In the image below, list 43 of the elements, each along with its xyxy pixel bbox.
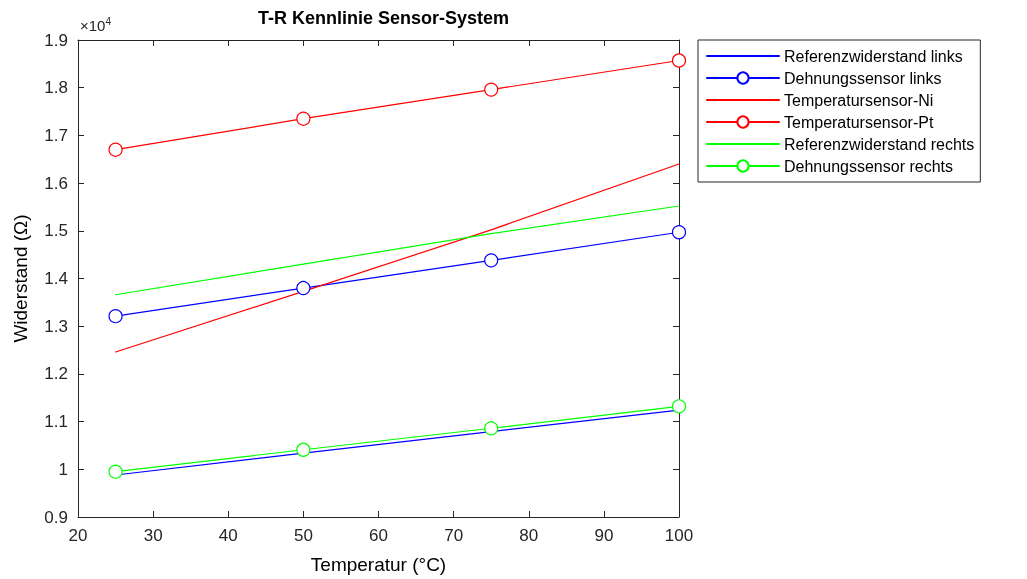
legend-label: Referenzwiderstand rechts [784, 135, 975, 153]
y-tick-label: 1.5 [44, 221, 68, 241]
y-tick-label: 1.3 [44, 316, 68, 336]
y-axis-title: Widerstand (Ω) [10, 214, 31, 343]
legend-label: Dehnungssensor links [784, 69, 942, 87]
x-tick-label: 90 [594, 526, 614, 545]
point [671, 399, 687, 414]
point [108, 142, 123, 157]
point [108, 309, 123, 324]
y-tick-label: 1.9 [44, 30, 68, 50]
y-tick-label: 1.8 [44, 78, 68, 98]
y-tick-label: 1.4 [44, 269, 68, 288]
legend-label: Temperatursensor-Ni [784, 91, 934, 109]
point [108, 464, 123, 479]
y-tick-label: 0.9 [44, 507, 68, 527]
point [296, 111, 311, 126]
x-axis-title: Temperatur (°C) [310, 554, 447, 575]
point [671, 53, 687, 68]
y-tick-label: 1.1 [44, 412, 68, 432]
x-tick-label: 50 [293, 526, 313, 545]
x-tick-label: 20 [68, 526, 88, 545]
y-tick-label: 1 [58, 459, 68, 479]
legend-label: Dehnungssensor rechts [784, 157, 953, 175]
point [484, 82, 499, 97]
x-tick-label: 40 [218, 526, 238, 545]
point [484, 421, 499, 436]
y-tick-label: 1.7 [44, 125, 68, 145]
x-tick-label: 100 [664, 526, 694, 545]
x-tick-label: 30 [143, 526, 163, 545]
x-tick-label: 60 [369, 526, 388, 545]
x-tick-label: 80 [519, 526, 539, 545]
legend-label: Temperatursensor-Pt [784, 113, 934, 131]
y-tick-label: 1.2 [44, 364, 68, 384]
point [296, 280, 311, 296]
x-tick-label: 70 [444, 526, 464, 545]
point [484, 253, 499, 268]
y-tick-label: 1.6 [44, 173, 68, 193]
point [296, 442, 311, 457]
line-series [114, 205, 680, 296]
point [671, 225, 687, 240]
chart-title: T-R Kennlinie Sensor-System [257, 8, 510, 28]
legend-label: Referenzwiderstand links [784, 47, 963, 65]
line-series [114, 163, 680, 353]
